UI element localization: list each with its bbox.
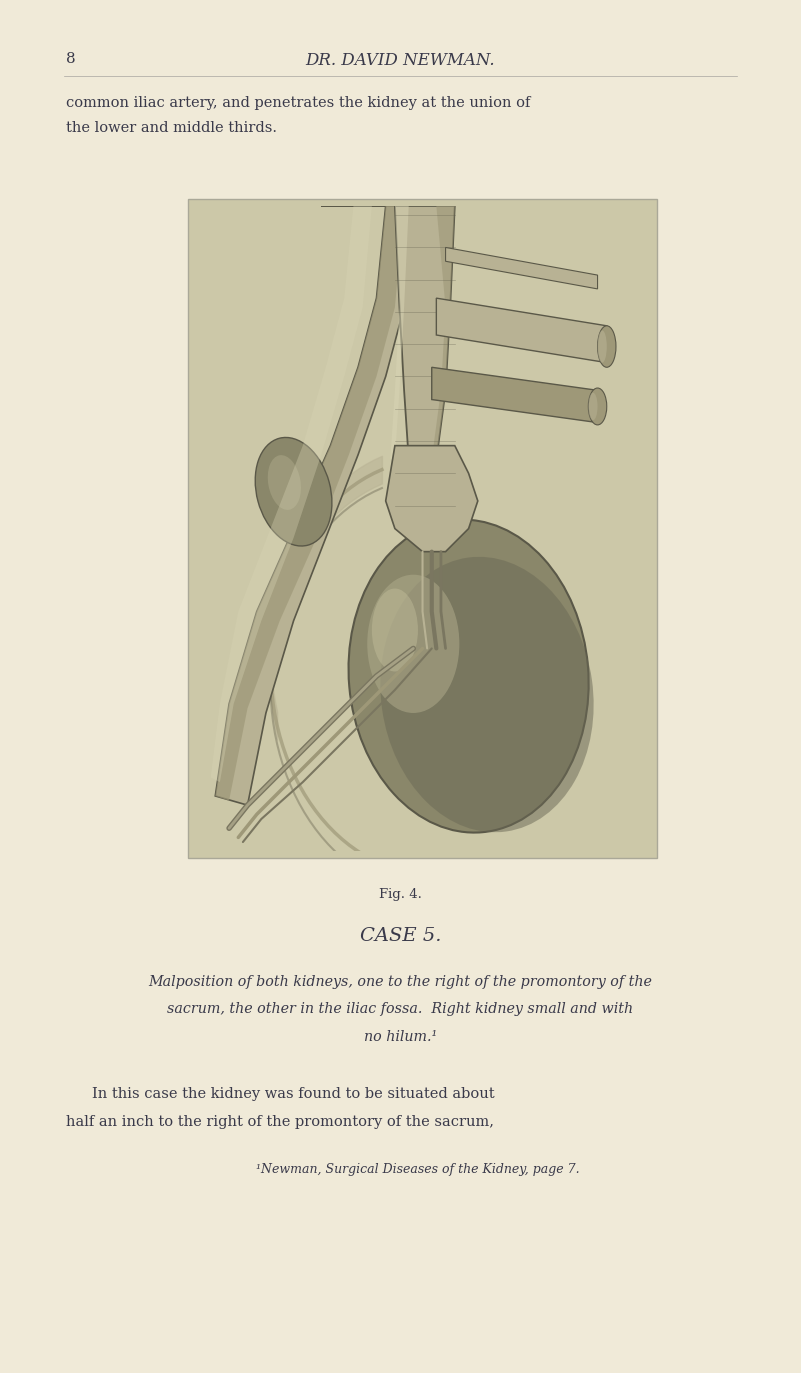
Text: 8: 8 xyxy=(66,52,75,66)
Ellipse shape xyxy=(598,331,607,362)
Polygon shape xyxy=(437,298,607,362)
Ellipse shape xyxy=(268,454,301,509)
Ellipse shape xyxy=(588,389,607,424)
Polygon shape xyxy=(395,206,455,519)
Polygon shape xyxy=(432,367,598,423)
Polygon shape xyxy=(386,446,477,552)
Text: DR. DAVID NEWMAN.: DR. DAVID NEWMAN. xyxy=(306,52,495,69)
Text: In this case the kidney was found to be situated about: In this case the kidney was found to be … xyxy=(92,1087,495,1101)
Text: sacrum, the other in the iliac fossa.  Right kidney small and with: sacrum, the other in the iliac fossa. Ri… xyxy=(167,1002,634,1016)
Text: common iliac artery, and penetrates the kidney at the union of: common iliac artery, and penetrates the … xyxy=(66,96,530,110)
Ellipse shape xyxy=(372,589,418,671)
Text: CASE 5.: CASE 5. xyxy=(360,927,441,945)
Bar xyxy=(188,199,657,858)
Text: Malposition of both kidneys, one to the right of the promontory of the: Malposition of both kidneys, one to the … xyxy=(148,975,653,989)
Ellipse shape xyxy=(598,325,616,368)
Text: half an inch to the right of the promontory of the sacrum,: half an inch to the right of the promont… xyxy=(66,1115,493,1129)
Polygon shape xyxy=(215,206,413,805)
Polygon shape xyxy=(445,247,598,288)
Text: no hilum.¹: no hilum.¹ xyxy=(364,1030,437,1043)
Polygon shape xyxy=(215,206,404,800)
Polygon shape xyxy=(395,206,450,505)
Ellipse shape xyxy=(367,575,459,713)
Text: the lower and middle thirds.: the lower and middle thirds. xyxy=(66,121,276,135)
Ellipse shape xyxy=(588,393,598,420)
Ellipse shape xyxy=(256,438,332,546)
Ellipse shape xyxy=(380,557,594,832)
Text: Fig. 4.: Fig. 4. xyxy=(379,888,422,901)
Text: ¹Newman, Surgical Diseases of the Kidney, page 7.: ¹Newman, Surgical Diseases of the Kidney… xyxy=(256,1163,580,1175)
Polygon shape xyxy=(211,206,372,783)
Polygon shape xyxy=(422,206,455,519)
Polygon shape xyxy=(390,206,409,460)
Ellipse shape xyxy=(348,519,589,832)
